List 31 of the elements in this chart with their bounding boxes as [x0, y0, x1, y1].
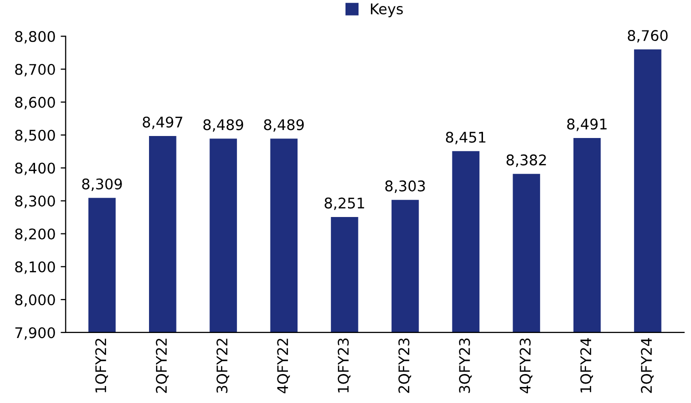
text: 8,309 [82, 178, 122, 191]
text: 8,382 [506, 154, 546, 167]
y-tick-label: 8,800 [15, 30, 55, 44]
text: 8,489 [264, 119, 304, 132]
text: 8,251 [324, 198, 364, 210]
y-tick-label: 8,700 [15, 64, 55, 76]
text: 8,760 [628, 30, 668, 43]
x-tick-label: 2QFY24 [640, 338, 654, 393]
text: 8,491 [567, 118, 607, 132]
x-tick-label: 1QFY22 [95, 338, 108, 392]
x-tick-label: 4QFY22 [277, 338, 290, 394]
text: 8,489 [203, 119, 244, 132]
y-tick-label: 7,900 [15, 327, 55, 340]
y-tick-label: 8,100 [15, 261, 55, 274]
x-tick-label: 3QFY22 [216, 338, 230, 393]
y-tick-label: 8,300 [15, 196, 55, 208]
y-tick-label: 8,400 [15, 162, 55, 176]
y-tick-label: 8,500 [15, 130, 55, 142]
text: 8,303 [385, 180, 425, 193]
y-tick-label: 8,200 [15, 228, 55, 241]
x-tick-label: 1QFY23 [338, 338, 350, 392]
x-tick-label: 1QFY24 [580, 338, 593, 392]
legend-label: Keys [370, 4, 403, 18]
y-tick-label: 8,600 [15, 96, 55, 110]
x-tick-label: 3QFY23 [459, 338, 472, 393]
text: 8,451 [446, 132, 486, 144]
x-tick-label: 2QFY22 [156, 338, 169, 393]
x-tick-label: 4QFY23 [520, 338, 532, 394]
text: 8,497 [142, 116, 182, 130]
y-tick-label: 8,000 [15, 294, 55, 307]
x-tick-label: 2QFY23 [398, 338, 412, 393]
